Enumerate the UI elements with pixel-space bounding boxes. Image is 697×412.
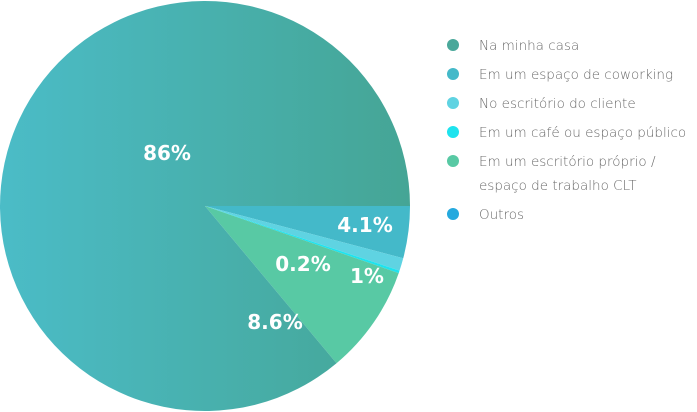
- legend-label: Em um espaço de coworking: [479, 67, 674, 83]
- pie-slice-3: [205, 206, 404, 271]
- legend-swatch: [447, 126, 459, 138]
- slice-label-5: 8.6%: [247, 310, 302, 334]
- pie-slice-2: [205, 206, 410, 259]
- legend-label: Outros: [479, 207, 525, 223]
- legend-swatch: [447, 155, 459, 167]
- legend-swatch: [447, 39, 459, 51]
- legend-label: Na minha casa: [479, 38, 580, 54]
- legend-swatch: [447, 97, 459, 109]
- legend-item: Em um café ou espaço público: [447, 121, 697, 145]
- legend-item: Em um espaço de coworking: [447, 63, 697, 87]
- legend-swatch: [447, 208, 459, 220]
- pie-chart: 86% 4.1% 1% 0.2% 8.6%: [0, 1, 411, 412]
- legend-item: Em um escritório próprio / espaço de trab…: [447, 150, 697, 198]
- legend: Na minha casa Em um espaço de coworking No…: [447, 34, 697, 227]
- legend-item: No escritório do cliente: [447, 92, 697, 116]
- legend-label: Em um café ou espaço público: [479, 125, 687, 141]
- pie-slice-5: [205, 206, 399, 364]
- legend-label: No escritório do cliente: [479, 96, 636, 112]
- pie-slice-4: [205, 206, 400, 274]
- slice-label-2: 4.1%: [337, 213, 392, 237]
- legend-item: Na minha casa: [447, 34, 697, 58]
- slice-label-4: 0.2%: [275, 252, 330, 276]
- legend-label: Em um escritório próprio / espaço de trab…: [479, 154, 656, 194]
- legend-item: Outros: [447, 203, 697, 227]
- slice-label-3: 1%: [350, 264, 384, 288]
- slice-label-1: 86%: [143, 141, 191, 165]
- pie-slice-1: [0, 1, 411, 412]
- legend-swatch: [447, 68, 459, 80]
